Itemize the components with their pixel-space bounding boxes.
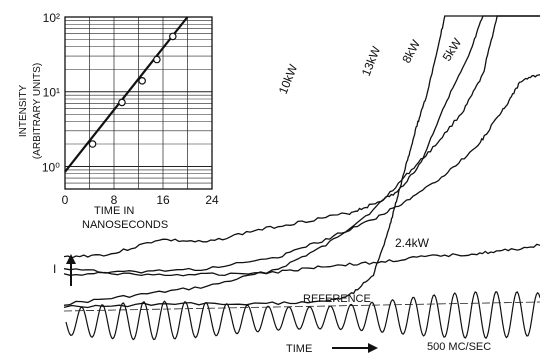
inset-x-ticks: 0 8 16 24 (62, 193, 219, 207)
inset-point (138, 77, 146, 85)
inset-grid (65, 17, 212, 189)
trace-24kw (63, 243, 540, 277)
inset-point (118, 98, 126, 107)
trace-labels: 10kW 13kW 8kW 5kW 2.4kW (276, 35, 465, 250)
inset-fit-line (64, 16, 189, 173)
inset-y-tick: 10⁰ (42, 160, 60, 174)
inset-point (153, 55, 161, 64)
trace-10kw (63, 15, 540, 259)
inset-point (88, 140, 97, 148)
inset-point (169, 32, 177, 41)
inset-points (88, 32, 177, 148)
main-traces (63, 15, 540, 309)
inset-y-ticks: 10⁰ 10¹ 10² (42, 11, 60, 174)
inset-xlabel-line1: TIME IN (94, 205, 134, 217)
inset-x-tick: 0 (62, 193, 69, 207)
trace-5kw (63, 74, 540, 276)
trace-13kw (63, 15, 540, 309)
inset-xlabel-line2: NANOSECONDS (82, 219, 168, 231)
trace-label-24kw: 2.4kW (395, 236, 430, 250)
trace-label-5kw: 5kW (440, 35, 465, 63)
inset-y-tick: 10² (43, 11, 60, 25)
inset-x-tick: 16 (156, 193, 170, 207)
reference-label: REFERENCE (303, 293, 371, 305)
trace-8kw (63, 15, 540, 306)
time-arrow (332, 343, 378, 353)
frequency-label: 500 MC/SEC (427, 341, 491, 353)
inset-frame (64, 16, 213, 190)
trace-label-13kw: 13kW (359, 44, 384, 78)
intensity-arrow (66, 254, 76, 286)
trace-label-10kw: 10kW (276, 62, 301, 96)
inset-chart: 0 8 16 24 10⁰ 10¹ 10² TIME IN NANOSECONDS INT… (18, 11, 219, 231)
inset-ylabel-line1: INTENSITY (18, 85, 29, 138)
inset-ylabel-line2: (ARBITRARY UNITS) (32, 63, 43, 159)
time-axis-label: TIME (286, 343, 312, 355)
intensity-axis-label: I (53, 262, 56, 276)
inset-x-tick: 8 (111, 193, 118, 207)
inset-x-tick: 24 (205, 193, 219, 207)
inset-y-tick: 10¹ (43, 86, 60, 100)
trace-label-8kw: 8kW (399, 37, 423, 65)
reference-line (63, 301, 540, 312)
